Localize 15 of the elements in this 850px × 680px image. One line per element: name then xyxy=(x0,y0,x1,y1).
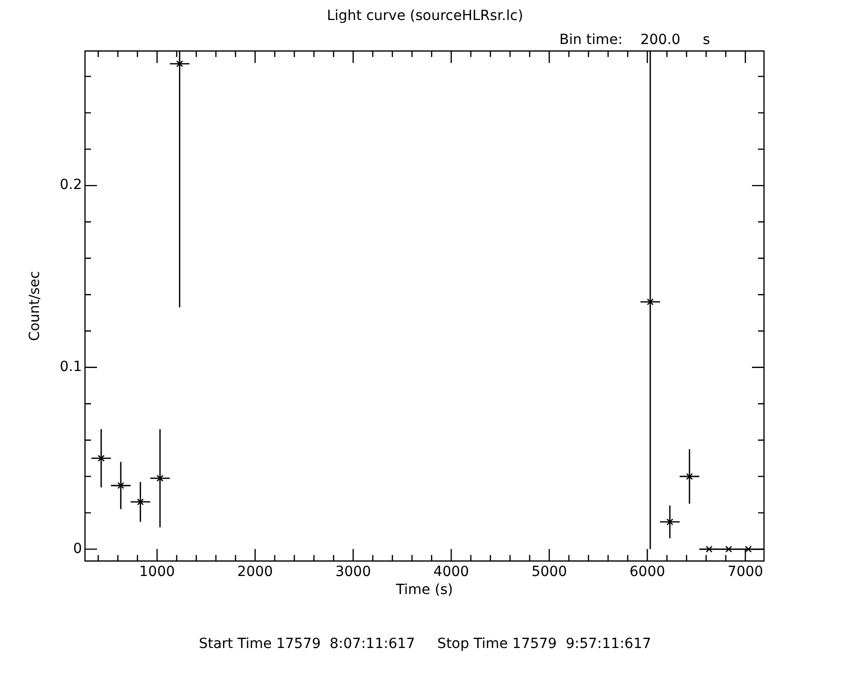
x-tick-label: 1000 xyxy=(139,564,175,580)
chart-subtitle: Bin time: 200.0 s xyxy=(559,32,710,48)
x-tick-label: 7000 xyxy=(728,564,764,580)
y-axis-title: Count/sec xyxy=(27,271,44,341)
chart-title: Light curve (sourceHLRsr.lc) xyxy=(326,8,524,24)
x-tick-label: 3000 xyxy=(335,564,371,580)
y-tick-label: 0 xyxy=(73,540,82,557)
y-tick-label: 0.2 xyxy=(60,177,82,194)
x-tick-label: 5000 xyxy=(531,564,568,580)
x-tick-label: 4000 xyxy=(433,564,470,580)
text: Start Time 17579 8:07:11:617 Stop Time 17579 9:57:11:617 xyxy=(198,636,652,652)
x-tick-label: 2000 xyxy=(237,564,273,580)
x-axis-title: Time (s) xyxy=(395,582,453,598)
x-tick-label: 6000 xyxy=(630,564,666,580)
y-tick-label: 0.1 xyxy=(60,359,82,376)
